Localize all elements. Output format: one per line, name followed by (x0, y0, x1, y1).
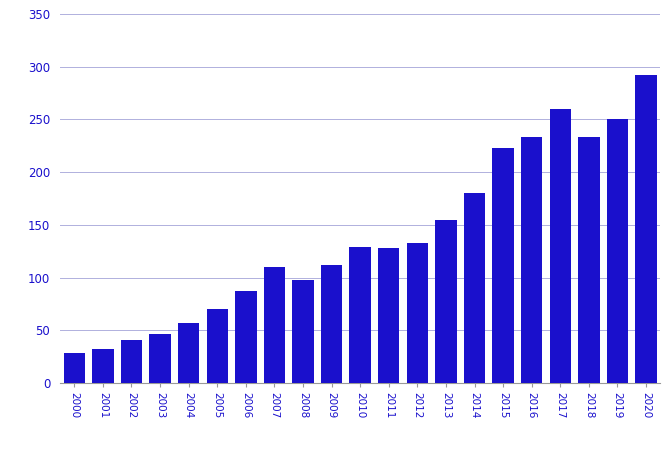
Bar (92, 349, 113, 383)
Bar (149, 334, 171, 383)
Bar (464, 193, 486, 383)
Bar (235, 291, 257, 383)
Bar (207, 309, 228, 383)
Bar (178, 323, 199, 383)
Bar (607, 120, 628, 383)
Bar (350, 247, 371, 383)
Bar (578, 137, 600, 383)
Bar (378, 248, 400, 383)
Bar (492, 148, 514, 383)
Bar (550, 109, 571, 383)
Bar (63, 354, 85, 383)
Bar (121, 340, 142, 383)
Bar (521, 137, 542, 383)
Bar (636, 75, 657, 383)
Bar (292, 280, 313, 383)
Bar (263, 267, 285, 383)
Bar (436, 219, 457, 383)
Bar (407, 243, 428, 383)
Bar (321, 265, 342, 383)
